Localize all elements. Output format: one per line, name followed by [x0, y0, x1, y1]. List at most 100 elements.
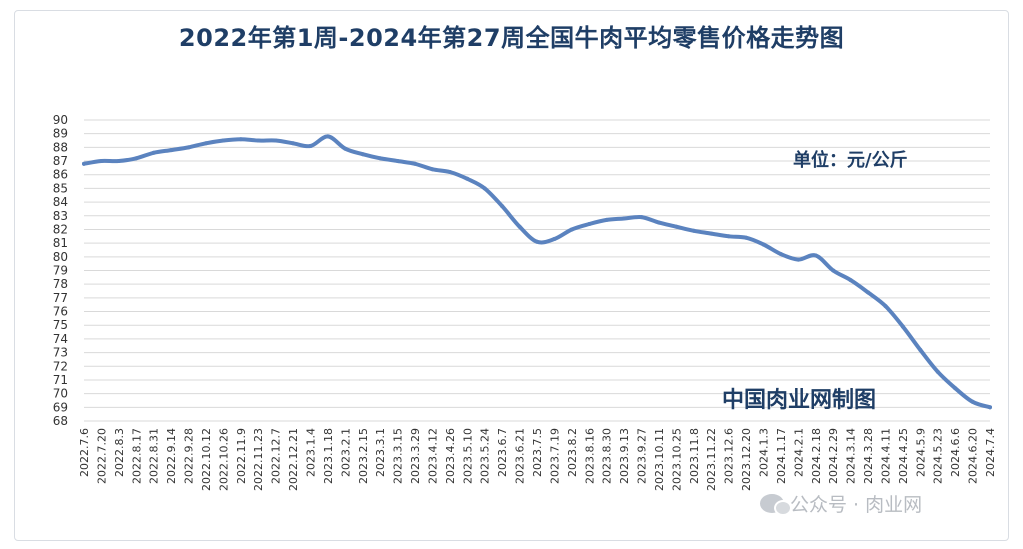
data-point — [482, 186, 487, 191]
y-tick-label: 75 — [53, 318, 68, 332]
x-tick-label: 2022.9.28 — [183, 428, 196, 484]
y-tick-label: 90 — [53, 113, 68, 127]
x-tick-label: 2022.11.23 — [252, 428, 265, 491]
source-credit: 中国肉业网制图 — [722, 388, 877, 413]
x-tick-label: 2023.9.13 — [618, 428, 631, 484]
x-tick-label: 2023.10.25 — [670, 428, 683, 491]
y-tick-label: 77 — [53, 291, 68, 305]
x-tick-label: 2023.12.20 — [740, 428, 753, 491]
data-point — [535, 239, 539, 244]
x-tick-label: 2022.10.12 — [200, 428, 213, 491]
data-point — [918, 347, 923, 352]
x-axis-ticks: 2022.7.6 2022.7.20 2022.8.3 2022.8.17 2022.8… — [78, 428, 997, 491]
y-tick-label: 86 — [53, 168, 68, 182]
data-point — [413, 161, 417, 166]
y-tick-label: 87 — [53, 154, 68, 168]
x-tick-label: 2023.4.12 — [426, 428, 439, 484]
data-point — [622, 216, 627, 221]
x-tick-label: 2022.8.31 — [148, 428, 161, 484]
x-tick-label: 2024.6.6 — [949, 428, 962, 477]
x-tick-label: 2024.5.23 — [932, 428, 945, 484]
data-point — [569, 227, 574, 232]
data-point — [325, 134, 330, 139]
x-tick-label: 2023.3.29 — [409, 428, 422, 484]
y-tick-label: 70 — [53, 387, 68, 401]
data-point — [848, 278, 853, 283]
x-tick-label: 2023.5.10 — [461, 428, 474, 484]
y-tick-label: 68 — [53, 414, 68, 428]
y-tick-label: 79 — [53, 264, 68, 278]
x-tick-label: 2024.6.20 — [967, 428, 980, 484]
x-tick-label: 2023.4.26 — [444, 428, 457, 484]
data-point — [99, 159, 104, 163]
data-point — [900, 324, 905, 329]
data-point — [761, 242, 766, 247]
data-point — [134, 156, 139, 161]
data-point — [430, 167, 435, 172]
data-point — [953, 386, 958, 391]
data-point — [657, 220, 661, 225]
x-tick-label: 2024.3.14 — [845, 428, 858, 484]
data-point — [308, 144, 313, 148]
data-point — [639, 215, 644, 220]
data-point — [778, 252, 783, 257]
x-tick-label: 2023.6.21 — [514, 428, 527, 484]
data-point — [813, 253, 818, 258]
x-tick-label: 2024.4.25 — [897, 428, 910, 484]
x-tick-label: 2023.3.15 — [392, 428, 405, 484]
y-tick-label: 71 — [53, 373, 68, 387]
data-point — [796, 257, 801, 262]
data-point — [726, 234, 731, 239]
wechat-official-account-icon — [760, 494, 792, 516]
data-point — [395, 159, 400, 163]
data-point — [116, 159, 121, 163]
x-tick-label: 2022.8.3 — [113, 428, 126, 477]
data-point — [517, 224, 522, 229]
x-tick-label: 2022.7.6 — [78, 428, 91, 477]
gridlines — [84, 119, 990, 422]
data-point — [256, 138, 261, 143]
x-tick-label: 2024.1.3 — [758, 428, 771, 477]
x-tick-label: 2024.2.18 — [810, 428, 823, 484]
data-point — [186, 145, 191, 150]
x-tick-label: 2023.9.27 — [636, 428, 649, 484]
data-point — [343, 146, 348, 151]
x-tick-label: 2024.1.17 — [775, 428, 788, 484]
y-tick-label: 74 — [53, 332, 68, 346]
y-tick-label: 78 — [53, 277, 68, 291]
data-point — [378, 156, 383, 161]
data-point — [866, 290, 870, 295]
y-tick-label: 72 — [53, 359, 68, 373]
x-tick-label: 2023.1.18 — [322, 428, 335, 484]
watermark-text: 公众号 · 肉业网 — [790, 494, 923, 516]
data-point — [552, 237, 557, 241]
x-tick-label: 2023.2.1 — [339, 428, 352, 477]
data-point — [587, 222, 592, 226]
x-tick-label: 2024.5.9 — [914, 428, 927, 477]
y-tick-label: 69 — [53, 400, 68, 414]
data-point — [169, 148, 174, 153]
x-tick-label: 2023.8.2 — [566, 428, 579, 477]
data-point — [970, 399, 975, 404]
x-tick-label: 2023.2.15 — [357, 428, 370, 484]
chart-title: 2022年第1周-2024年第27周全国牛肉平均零售价格走势图 — [178, 24, 845, 52]
y-tick-label: 82 — [53, 222, 68, 236]
y-tick-label: 88 — [53, 140, 68, 154]
data-point — [935, 369, 940, 374]
x-tick-label: 2024.2.29 — [827, 428, 840, 484]
y-tick-label: 80 — [53, 250, 68, 264]
y-tick-label: 85 — [53, 181, 68, 195]
data-point — [674, 224, 679, 229]
x-tick-label: 2023.8.16 — [583, 428, 596, 484]
data-point — [604, 217, 609, 222]
x-tick-label: 2023.12.6 — [723, 428, 736, 484]
x-tick-label: 2024.3.28 — [862, 428, 875, 484]
data-point — [360, 152, 365, 157]
data-point — [82, 161, 86, 166]
data-point — [465, 176, 470, 181]
x-tick-label: 2024.2.1 — [792, 428, 805, 477]
data-point — [883, 304, 888, 309]
x-tick-label: 2023.3.1 — [374, 428, 387, 477]
x-tick-label: 2023.5.24 — [479, 428, 492, 484]
